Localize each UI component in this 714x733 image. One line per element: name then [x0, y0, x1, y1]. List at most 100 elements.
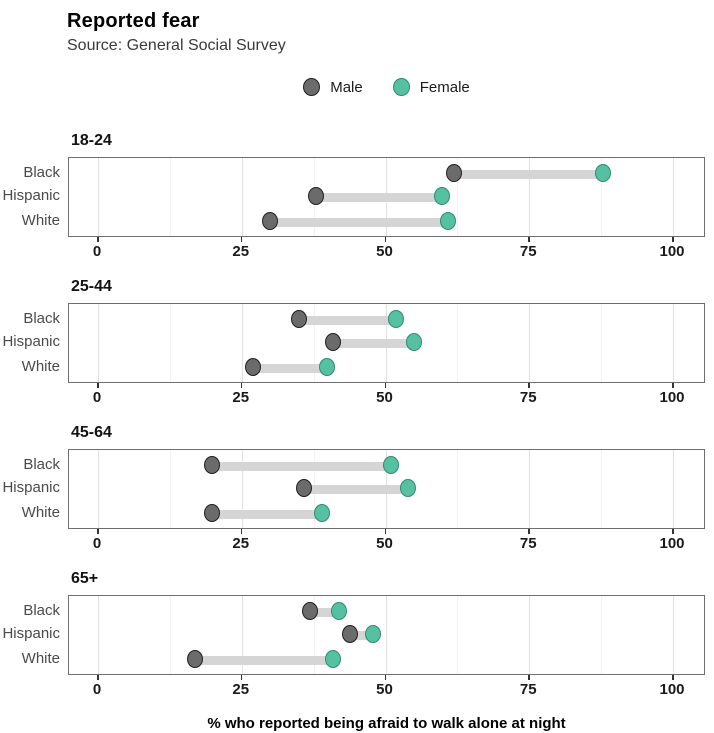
- male-dot: [187, 650, 204, 669]
- category-label-white: White: [21, 358, 60, 375]
- dumbbell-bar: [213, 509, 323, 519]
- legend-item-male: Male: [303, 78, 363, 96]
- tick-label: 0: [92, 681, 102, 698]
- major-gridline: [241, 304, 243, 382]
- male-dot: [261, 212, 278, 231]
- x-axis: 0 25 50 75 100: [68, 529, 705, 555]
- x-axis: 0 25 50 75 100: [68, 675, 705, 701]
- category-label-hispanic: Hispanic: [2, 187, 60, 204]
- male-dot: [204, 456, 221, 475]
- dumbbell-bar: [454, 169, 604, 179]
- facet-45-64: 45-64 Black Hispanic White 0 25 50 75 100: [0, 423, 714, 555]
- tick-label: 75: [519, 535, 537, 552]
- female-dot: [325, 650, 342, 669]
- major-gridline: [98, 450, 99, 528]
- legend-label: Female: [419, 78, 470, 96]
- major-gridline: [529, 596, 531, 674]
- major-gridline: [241, 158, 243, 236]
- minor-gridline: [601, 158, 603, 236]
- category-label-white: White: [21, 212, 60, 229]
- facet-title: 18-24: [71, 132, 112, 149]
- legend-item-female: Female: [392, 78, 470, 96]
- tick-label: 0: [92, 389, 102, 406]
- tick-mark: [528, 675, 530, 680]
- male-dot: [290, 310, 307, 329]
- facet-65+: 65+ Black Hispanic White 0 25 50 75 100: [0, 569, 714, 701]
- tick-mark: [240, 237, 243, 242]
- minor-gridline: [601, 596, 603, 674]
- tick-label: 25: [232, 243, 250, 260]
- tick-label: 75: [519, 389, 537, 406]
- tick-mark: [240, 383, 243, 388]
- facet-title: 65+: [71, 570, 99, 587]
- major-gridline: [241, 450, 243, 528]
- minor-gridline: [457, 450, 459, 528]
- tick-label: 100: [659, 389, 685, 406]
- x-axis: 0 25 50 75 100: [68, 383, 705, 409]
- male-dot: [307, 187, 324, 206]
- category-label-hispanic: Hispanic: [2, 479, 60, 496]
- female-dot: [595, 164, 612, 183]
- minor-gridline: [457, 158, 459, 236]
- major-gridline: [529, 158, 531, 236]
- female-dot: [365, 625, 382, 644]
- category-label-hispanic: Hispanic: [2, 625, 60, 642]
- female-dot: [388, 310, 405, 329]
- dumbbell-bar: [333, 338, 415, 348]
- tick-label: 25: [232, 681, 250, 698]
- major-gridline: [98, 158, 99, 236]
- tick-mark: [97, 383, 99, 388]
- tick-label: 25: [232, 535, 250, 552]
- dumbbell-bar: [305, 484, 409, 494]
- male-dot: [342, 625, 359, 644]
- dumbbell-bar: [270, 217, 449, 227]
- male-swatch-icon: [303, 78, 321, 96]
- minor-gridline: [169, 450, 171, 528]
- major-gridline: [385, 596, 387, 674]
- facet-title: 25-44: [71, 278, 112, 295]
- female-dot: [319, 358, 336, 377]
- panel-row: Black Hispanic White: [0, 595, 714, 675]
- chart-header: Reported fear Source: General Social Sur…: [67, 8, 714, 57]
- tick-mark: [240, 675, 243, 680]
- category-label-white: White: [21, 650, 60, 667]
- minor-gridline: [313, 596, 315, 674]
- tick-mark: [240, 529, 243, 534]
- major-gridline: [529, 304, 531, 382]
- dumbbell-bar: [299, 315, 397, 325]
- category-label-white: White: [21, 504, 60, 521]
- tick-label: 75: [519, 243, 537, 260]
- tick-mark: [672, 383, 674, 388]
- chart-subtitle: Source: General Social Survey: [67, 37, 286, 54]
- category-label-black: Black: [23, 456, 60, 473]
- major-gridline: [673, 304, 674, 382]
- male-dot: [302, 602, 319, 621]
- major-gridline: [98, 304, 99, 382]
- female-dot: [313, 504, 330, 523]
- facet-container: 18-24 Black Hispanic White 0 25 50 75 100 25-44 Bl…: [0, 131, 714, 701]
- male-dot: [325, 333, 342, 352]
- minor-gridline: [457, 596, 459, 674]
- tick-mark: [384, 383, 387, 388]
- major-gridline: [673, 158, 674, 236]
- tick-label: 50: [376, 243, 393, 260]
- tick-label: 25: [232, 389, 250, 406]
- panel-row: Black Hispanic White: [0, 157, 714, 237]
- x-axis: 0 25 50 75 100: [68, 237, 705, 263]
- tick-label: 50: [376, 389, 393, 406]
- chart-title: Reported fear: [67, 10, 200, 32]
- female-dot: [434, 187, 451, 206]
- tick-mark: [384, 675, 387, 680]
- tick-label: 100: [659, 681, 685, 698]
- female-dot: [382, 456, 399, 475]
- category-label-hispanic: Hispanic: [2, 333, 60, 350]
- major-gridline: [673, 450, 674, 528]
- plot-panel: [68, 449, 705, 529]
- female-dot: [440, 212, 457, 231]
- tick-mark: [672, 529, 674, 534]
- x-axis-title: % who reported being afraid to walk alon…: [207, 715, 566, 732]
- dumbbell-bar: [351, 630, 374, 640]
- tick-mark: [528, 237, 530, 242]
- panel-row: Black Hispanic White: [0, 449, 714, 529]
- male-dot: [445, 164, 462, 183]
